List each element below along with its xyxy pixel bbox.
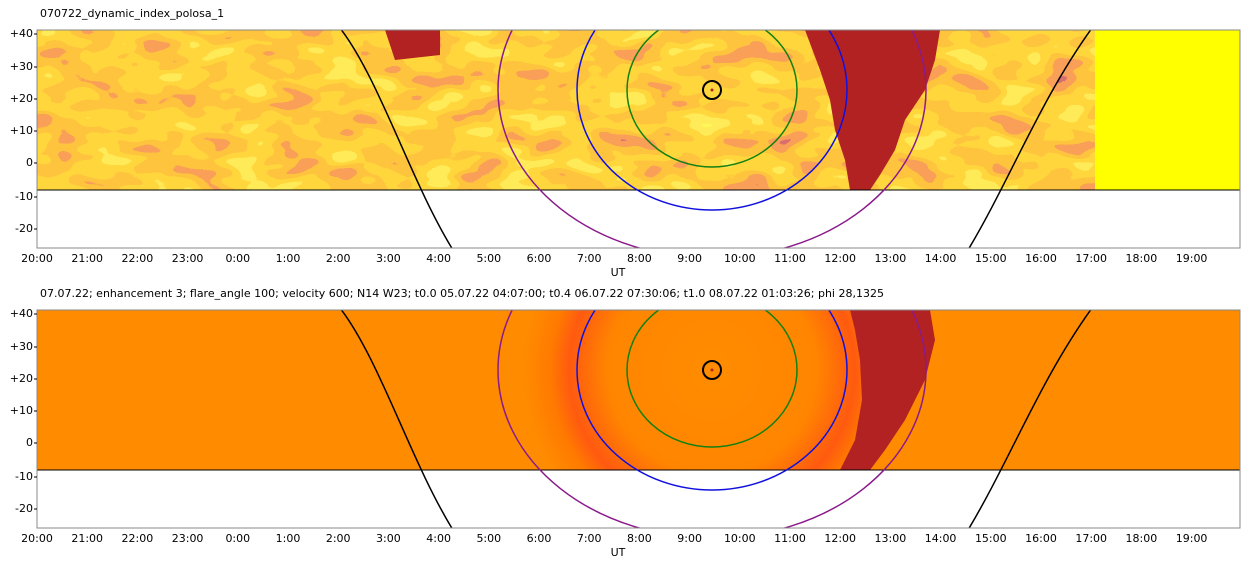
x-tick-label: 14:00: [925, 252, 957, 265]
terminator-curve: [968, 30, 1092, 248]
panel: 070722_dynamic_index_polosa_1 +40 +30 +20 +1…: [10, 7, 1241, 279]
x-tick-label: 9:00: [677, 252, 702, 265]
x-tick-label: 19:00: [1176, 532, 1208, 545]
x-tick-label: 0:00: [225, 252, 250, 265]
x-tick-label: 15:00: [975, 532, 1007, 545]
x-tick-label: 22:00: [122, 252, 154, 265]
y-tick-label: 0: [26, 436, 33, 449]
x-tick-label: 4:00: [426, 532, 451, 545]
x-tick-label: 16:00: [1025, 532, 1057, 545]
x-axis-title: UT: [611, 546, 626, 559]
x-tick-label: 12:00: [824, 252, 856, 265]
heatmap-dark-region: [840, 310, 935, 470]
x-tick-label: 7:00: [577, 252, 602, 265]
heatmap-dark-region: [805, 30, 940, 190]
x-tick-label: 11:00: [774, 532, 806, 545]
y-tick-label: 0: [26, 156, 33, 169]
y-tick-label: -10: [15, 190, 33, 203]
x-tick-label: 11:00: [774, 252, 806, 265]
y-tick-label: -10: [15, 470, 33, 483]
x-tick-label: 10:00: [724, 252, 756, 265]
x-tick-label: 22:00: [122, 532, 154, 545]
contour-middle: [576, 310, 848, 491]
x-tick-label: 18:00: [1126, 252, 1158, 265]
y-tick-label: -20: [15, 222, 33, 235]
x-tick-label: 17:00: [1075, 532, 1107, 545]
source-marker: [702, 360, 722, 380]
x-tick-label: 7:00: [577, 532, 602, 545]
heatmap-dark-region: [385, 30, 440, 60]
x-tick-label: 1:00: [276, 532, 301, 545]
x-tick-label: 9:00: [677, 532, 702, 545]
x-tick-label: 21:00: [71, 252, 103, 265]
panel-title: 070722_dynamic_index_polosa_1: [40, 7, 224, 20]
contour-inner: [626, 30, 798, 168]
x-tick-label: 16:00: [1025, 252, 1057, 265]
y-tick-label: +30: [10, 60, 33, 73]
x-tick-label: 3:00: [376, 532, 401, 545]
y-tick-label: +20: [10, 372, 33, 385]
x-tick-label: 20:00: [21, 252, 53, 265]
terminator-curve: [340, 30, 453, 248]
contour-inner: [626, 310, 798, 448]
x-tick-label: 3:00: [376, 252, 401, 265]
x-tick-label: 13:00: [875, 252, 907, 265]
y-tick-label: +10: [10, 124, 33, 137]
y-tick-label: +30: [10, 340, 33, 353]
contour-outer: [497, 30, 927, 248]
heatmap-band-bottom: [37, 470, 1240, 528]
x-tick-label: 12:00: [824, 532, 856, 545]
y-tick-label: -20: [15, 502, 33, 515]
terminator-curve: [968, 310, 1092, 528]
x-tick-label: 5:00: [476, 532, 501, 545]
x-axis-title: UT: [611, 266, 626, 279]
x-tick-label: 6:00: [527, 252, 552, 265]
x-tick-label: 23:00: [172, 252, 204, 265]
x-tick-label: 10:00: [724, 532, 756, 545]
x-tick-label: 5:00: [476, 252, 501, 265]
contour-outer: [497, 310, 927, 528]
x-tick-label: 19:00: [1176, 252, 1208, 265]
panel: 07.07.22; enhancement 3; flare_angle 100…: [10, 287, 1241, 559]
x-tick-label: 14:00: [925, 532, 957, 545]
x-tick-label: 23:00: [172, 532, 204, 545]
x-tick-label: 21:00: [71, 532, 103, 545]
y-tick-label: +10: [10, 404, 33, 417]
x-tick-label: 6:00: [527, 532, 552, 545]
x-tick-label: 2:00: [326, 532, 351, 545]
source-center: [710, 368, 714, 372]
x-tick-label: 18:00: [1126, 532, 1158, 545]
x-tick-label: 2:00: [326, 252, 351, 265]
y-tick-label: +40: [10, 27, 33, 40]
source-marker: [702, 80, 722, 100]
x-tick-label: 17:00: [1075, 252, 1107, 265]
x-tick-label: 15:00: [975, 252, 1007, 265]
plot-area: [37, 310, 1240, 528]
x-tick-label: 20:00: [21, 532, 53, 545]
x-tick-label: 8:00: [627, 532, 652, 545]
source-center: [710, 88, 714, 92]
y-tick-label: +20: [10, 92, 33, 105]
x-tick-label: 13:00: [875, 532, 907, 545]
x-tick-label: 8:00: [627, 252, 652, 265]
x-tick-label: 4:00: [426, 252, 451, 265]
plot-frame: [36, 29, 1241, 249]
heatmap-saturated: [1095, 30, 1240, 190]
panel-title: 07.07.22; enhancement 3; flare_angle 100…: [40, 287, 884, 300]
y-tick-label: +40: [10, 307, 33, 320]
terminator-curve: [340, 310, 453, 528]
contour-middle: [576, 30, 848, 211]
plot-frame: [36, 309, 1241, 529]
x-tick-label: 0:00: [225, 532, 250, 545]
heatmap: [37, 30, 1095, 190]
plot-area: [37, 30, 1240, 248]
x-tick-label: 1:00: [276, 252, 301, 265]
